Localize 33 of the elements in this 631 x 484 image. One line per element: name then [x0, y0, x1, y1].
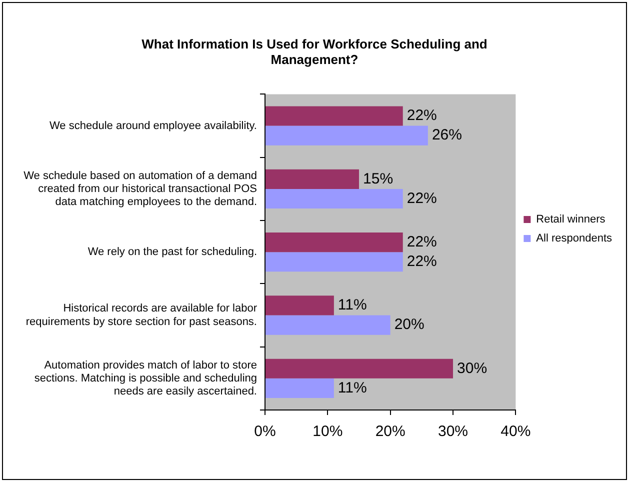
chart-title: What Information Is Used for Workforce Scheduling and Management? [142, 36, 488, 67]
y-tick-label: We rely on the past for scheduling. [88, 246, 257, 258]
data-label: 20% [394, 316, 424, 334]
data-label: 22% [406, 233, 437, 250]
bar [266, 358, 454, 378]
data-label: 22% [406, 190, 437, 207]
bar [266, 232, 403, 252]
bar [266, 315, 390, 335]
data-label: 11% [338, 296, 367, 314]
data-label: 22% [406, 107, 437, 124]
y-tick-label: We schedule around employee availability. [50, 120, 257, 132]
bar [266, 252, 403, 272]
bar [266, 188, 403, 209]
legend-label: All respondents [536, 232, 612, 245]
data-label: 26% [432, 126, 462, 144]
legend-label: Retail winners [536, 214, 606, 226]
y-tick-label: We schedule based on automation of a demand created from our historical transactional POS data matching employees to the demand. [24, 170, 257, 208]
data-label: 30% [457, 360, 488, 377]
x-tick-label: 0% [254, 423, 276, 440]
x-tick-label: 20% [375, 423, 406, 440]
data-label: 22% [406, 253, 437, 270]
x-tick-label: 30% [438, 423, 468, 440]
x-tick-label: 40% [500, 423, 531, 440]
bar [266, 296, 334, 316]
y-tick-label: Historical records are available for labor requirements by store section for past seasons. [26, 302, 258, 328]
y-tick-label: Automation provides match of labor to store sections. Matching is possible and scheduling needs are easily ascertained. [34, 359, 257, 398]
data-label: 11% [338, 379, 367, 396]
bar [266, 126, 428, 146]
bar [266, 169, 360, 189]
data-label: 15% [363, 170, 394, 188]
bar [266, 106, 403, 126]
bar [266, 378, 334, 398]
x-tick-label: 10% [312, 423, 343, 440]
